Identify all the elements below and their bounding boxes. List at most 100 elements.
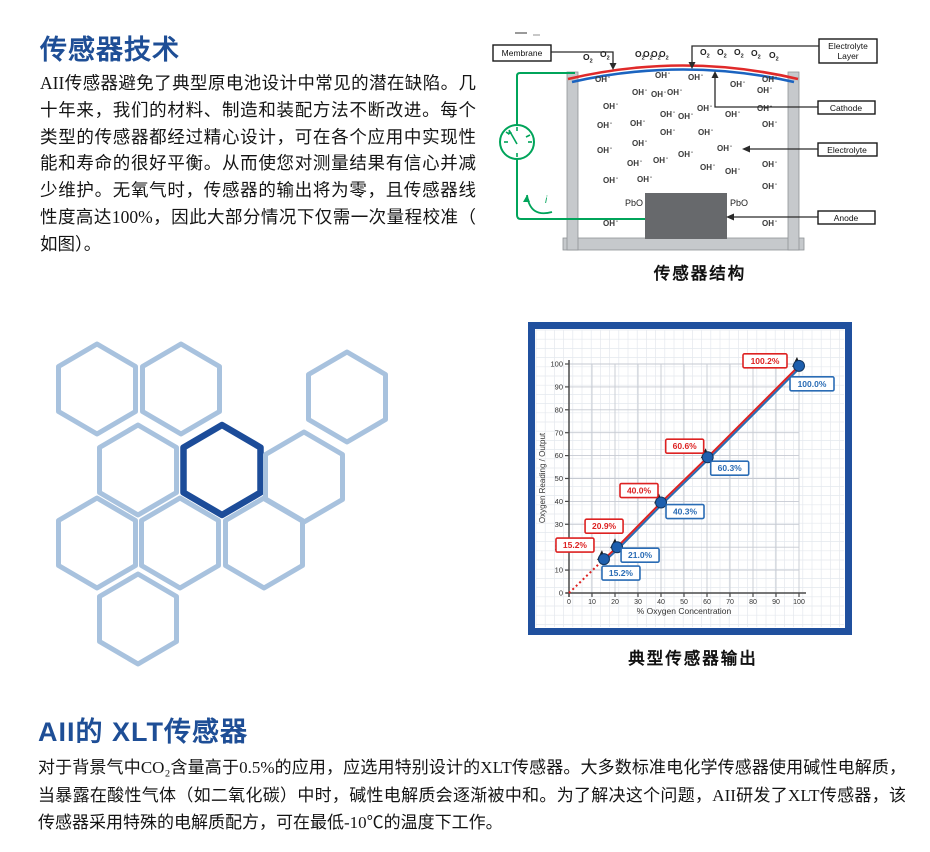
hydroxide-ion-label: OH-: [762, 219, 777, 228]
diagram-caption: 传感器结构: [653, 264, 747, 283]
hydroxide-ion-label: OH-: [667, 88, 682, 97]
hydroxide-ion-label: OH-: [597, 146, 612, 155]
current-arrowhead: [523, 195, 530, 202]
x-tick-label: 10: [588, 599, 596, 606]
oxygen-molecule-label: O2: [600, 49, 610, 62]
hexagon-light: [140, 341, 222, 437]
hydroxide-ion-label: OH-: [717, 144, 732, 153]
vessel-bottom: [562, 237, 805, 251]
membrane-pointer-line: [551, 51, 614, 64]
oxygen-molecule-label: O2: [734, 47, 744, 60]
hydroxide-ion-label: OH-: [653, 156, 668, 165]
section2-body: 对于背景气中CO₂含量高于0.5%的应用，应选用特别设计的XLT传感器。大多数标…: [38, 758, 906, 833]
x-axis-title: % Oxygen Concentration: [637, 606, 732, 616]
y-tick-label: 0: [559, 589, 563, 598]
hydroxide-ion-label: OH-: [698, 128, 713, 137]
membrane-label-box: [492, 44, 552, 62]
hexagon-light: [97, 422, 179, 518]
anode-block: [645, 193, 727, 239]
y-tick-label: 90: [555, 383, 563, 392]
x-tick-label: 70: [726, 599, 734, 606]
reading-value-callout-box: [601, 565, 641, 581]
hexagon-light: [56, 495, 138, 591]
hydroxide-ion-label: OH-: [725, 110, 740, 119]
reading-value-callout-box: [709, 460, 750, 477]
current-label: i: [545, 195, 548, 206]
x-tick-label: 40: [657, 599, 665, 606]
oxygen-molecule-label: O2: [700, 47, 710, 60]
oxygen-molecule-label: O2: [651, 49, 661, 62]
membrane-label: Membrane: [502, 48, 543, 58]
y-tick-label: 100: [550, 360, 563, 369]
hydroxide-ion-label: OH-: [595, 75, 610, 84]
hydroxide-ion-label: OH-: [762, 182, 777, 191]
applied-value-callout-box: [742, 353, 788, 369]
membrane-curve: [567, 64, 799, 81]
applied-value-callout-box: [619, 482, 659, 499]
hydroxide-ion-label: OH-: [632, 139, 647, 148]
applied-value-callout: 60.6%: [673, 441, 698, 451]
current-meter-icon: [499, 124, 535, 160]
hydroxide-ion-label: OH-: [660, 110, 675, 119]
x-tick-label: 60: [703, 599, 711, 606]
hydroxide-ion-label: OH-: [757, 86, 772, 95]
electrolyte-layer-label: Layer: [837, 51, 858, 61]
x-tick-label: 30: [634, 599, 642, 606]
hexagon-light: [223, 495, 305, 591]
hydroxide-ion-label: OH-: [627, 159, 642, 168]
y-axis-title: Oxygen Reading / Output: [538, 432, 547, 523]
x-tick-label: 80: [749, 599, 757, 606]
sensor-structure-diagram: i O2 O2 O2 O2 O2 O2 O2 O2 O2 O2 O2 OH- OH- OH- OH- OH- OH…: [460, 15, 930, 275]
current-arrow: [526, 194, 553, 215]
applied-value-callout: 40.0%: [627, 486, 652, 496]
hexagon-light: [139, 495, 221, 591]
hydroxide-ion-label: OH-: [762, 160, 777, 169]
reading-value-callout: 40.3%: [673, 507, 698, 517]
applied-value-callout-box: [555, 537, 595, 553]
x-tick-label: 50: [680, 599, 688, 606]
hydroxide-ion-label: OH-: [632, 88, 647, 97]
reading-value-callout: 15.2%: [609, 568, 634, 578]
hydroxide-ion-label: OH-: [603, 219, 618, 228]
hydroxide-ion-label: OH-: [655, 71, 670, 80]
vessel-left-wall: [566, 71, 579, 251]
electrolyte-layer-curve: [571, 68, 795, 84]
hydroxide-ion-label: OH-: [757, 104, 772, 113]
y-tick-label: 30: [555, 520, 563, 529]
chart-caption: 典型传感器输出: [628, 649, 758, 668]
data-marker: [611, 541, 624, 554]
hydroxide-ion-label: OH-: [678, 112, 693, 121]
applied-value-callout: 100.2%: [751, 356, 780, 366]
section2-title: AII的 XLT传感器: [38, 717, 248, 747]
chart-frame: [528, 322, 852, 635]
hydroxide-ion-label: OH-: [651, 90, 666, 99]
reading-value-callout: 60.3%: [718, 463, 743, 473]
oxygen-molecule-label: O2: [643, 49, 653, 62]
electrolyte-layer-label: Electrolyte: [828, 41, 868, 51]
data-marker: [655, 496, 667, 509]
hydroxide-ion-label: OH-: [603, 102, 618, 111]
electrolyte-layer-label-box: [818, 38, 878, 64]
hydroxide-ion-label: OH-: [700, 163, 715, 172]
hexagon-dark: [180, 421, 264, 519]
y-tick-label: 70: [555, 428, 563, 437]
pbo-label-right: PbO: [730, 198, 748, 208]
down-arrow-icon: [688, 62, 696, 69]
hydroxide-ion-label: OH-: [603, 176, 618, 185]
electrolyte-label: Electrolyte: [827, 145, 867, 155]
reading-value-callout-box: [789, 376, 835, 392]
sensor-output-chart: 0102030405060708090100010203040506070809…: [528, 322, 852, 635]
data-marker: [597, 553, 610, 566]
oxygen-molecule-label: O2: [717, 47, 727, 60]
hexagon-light: [97, 571, 179, 667]
applied-series-dotted: [568, 558, 605, 594]
y-tick-label: 10: [555, 566, 563, 575]
y-tick-label: 60: [555, 451, 563, 460]
reading-value-callout: 100.0%: [798, 379, 827, 389]
y-tick-label: 80: [555, 405, 563, 414]
sensor-output-chart-svg: 0102030405060708090100010203040506070809…: [528, 322, 852, 635]
hydroxide-ion-label: OH-: [678, 150, 693, 159]
x-tick-label: 0: [567, 599, 571, 606]
